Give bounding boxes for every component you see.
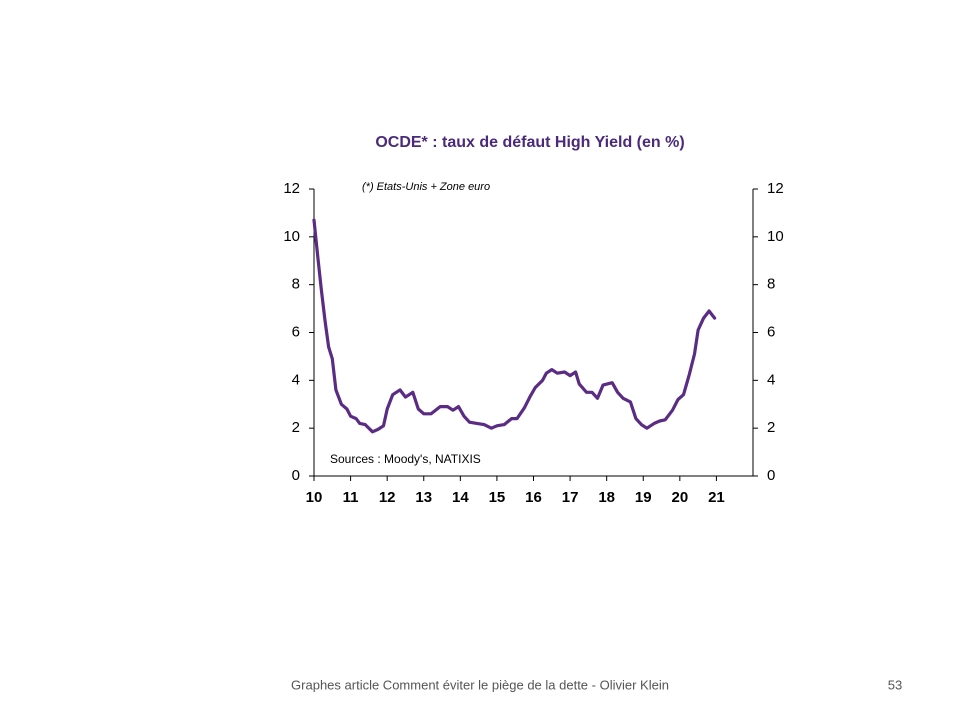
chart-title: OCDE* : taux de défaut High Yield (en %) <box>375 134 684 151</box>
x-tick-label: 11 <box>343 489 359 506</box>
x-tick-label: 20 <box>671 489 688 506</box>
y-tick-label: 10 <box>283 228 300 245</box>
data-line <box>312 218 717 434</box>
x-tick-label: 15 <box>489 489 506 506</box>
y2-tick-label: 8 <box>767 276 775 293</box>
y-tick-label: 12 <box>283 180 300 197</box>
x-tick-label: 18 <box>598 489 615 506</box>
y-tick-label: 2 <box>292 419 300 436</box>
x-tick-label: 19 <box>635 489 652 506</box>
x-tick-label: 12 <box>379 489 396 506</box>
y2-tick-label: 10 <box>767 228 784 245</box>
page-number: 53 <box>888 677 902 692</box>
y-tick-label: 0 <box>292 467 300 484</box>
x-tick-label: 17 <box>562 489 579 506</box>
x-tick-label: 10 <box>306 489 323 506</box>
y2-tick-label: 4 <box>767 371 775 388</box>
y2-tick-label: 6 <box>767 323 775 340</box>
y2-tick-label: 0 <box>767 467 775 484</box>
y-tick-label: 4 <box>292 371 300 388</box>
y-tick-label: 8 <box>292 276 300 293</box>
footer-text: Graphes article Comment éviter le piège … <box>291 677 669 692</box>
y2-tick-label: 12 <box>767 180 784 197</box>
chart-note: (*) Etats-Unis + Zone euro <box>362 181 490 193</box>
y2-tick-label: 2 <box>767 419 775 436</box>
x-tick-label: 13 <box>415 489 432 506</box>
chart-source: Sources : Moody's, NATIXIS <box>330 452 481 466</box>
x-tick-label: 16 <box>525 489 542 506</box>
x-tick-label: 14 <box>452 489 469 506</box>
x-tick-label: 21 <box>708 489 725 506</box>
y-tick-label: 6 <box>292 323 300 340</box>
